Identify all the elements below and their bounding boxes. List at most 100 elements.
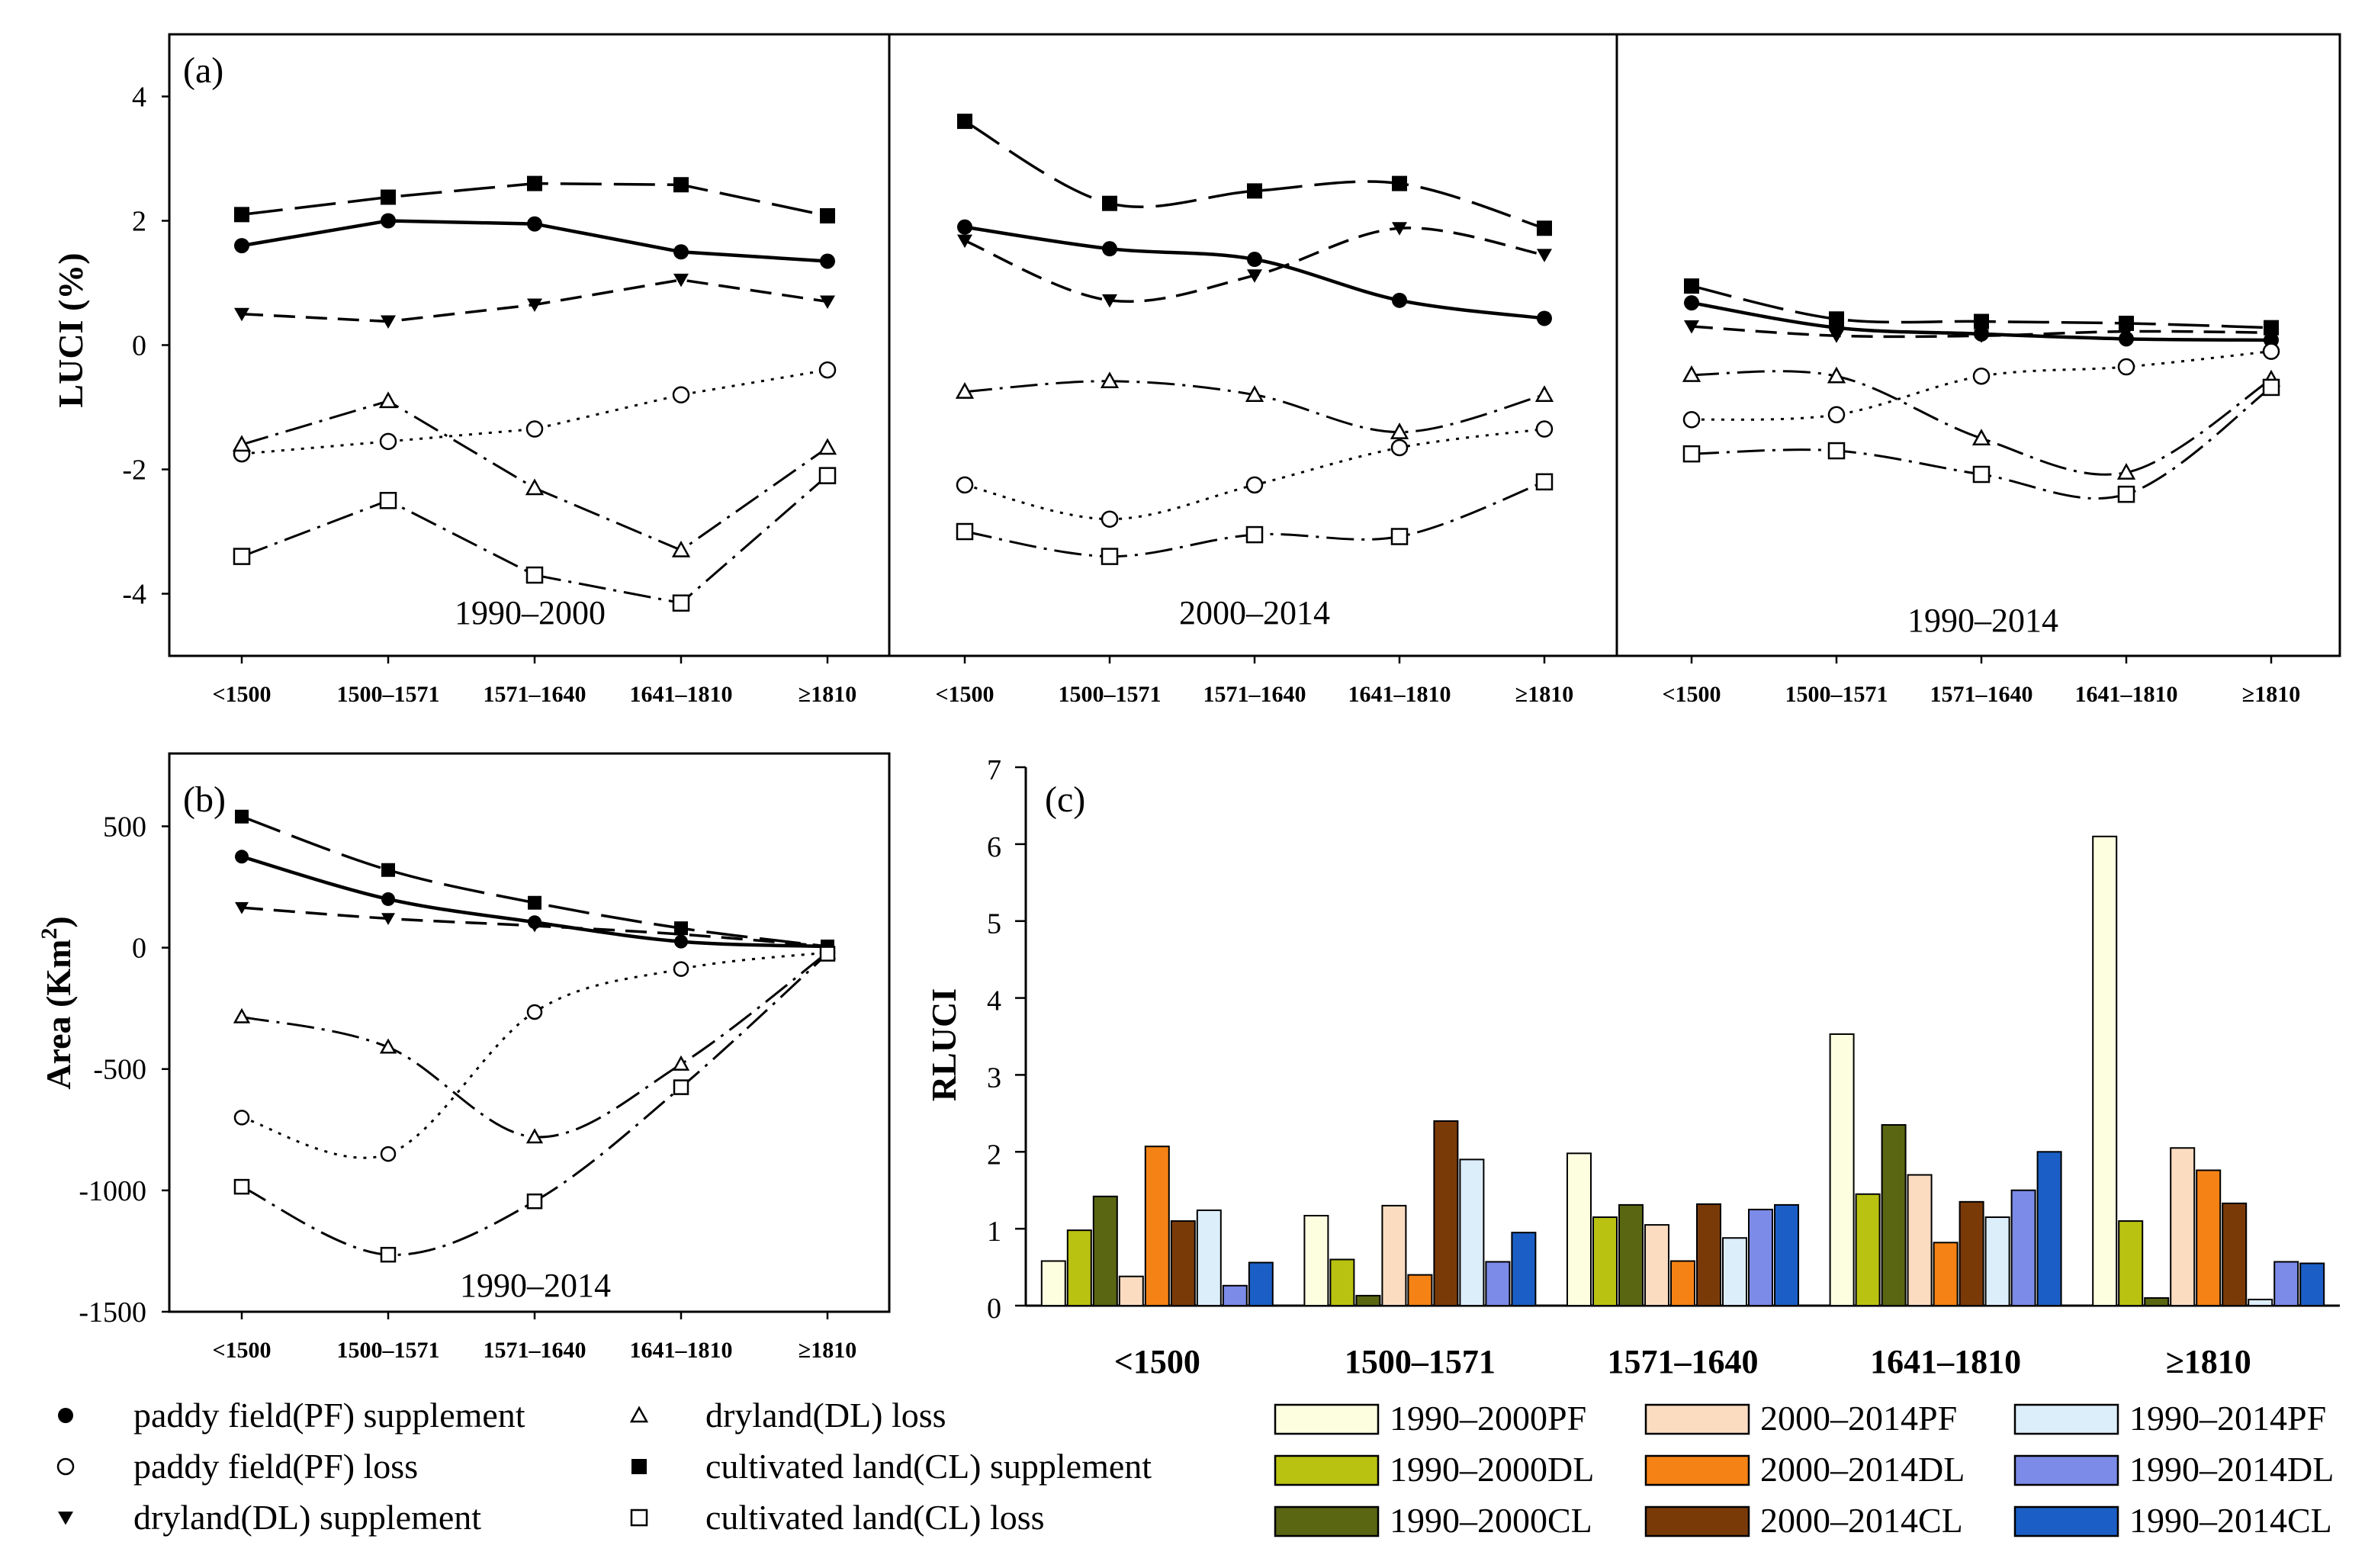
legend-label-dl-loss: dryland(DL) loss xyxy=(705,1396,946,1435)
data-point-a3-cultivated-land-cl-loss-0 xyxy=(1682,445,1701,463)
data-point-a3-cultivated-land-cl-supplement-2 xyxy=(1974,313,1989,329)
data-point-a1-cultivated-land-cl-supplement-2 xyxy=(527,175,542,191)
data-point-a1-paddy-field-pf-loss-3 xyxy=(672,386,690,403)
data-point-b-paddy-field-pf-loss-2 xyxy=(526,1004,543,1020)
data-point-a3-paddy-field-pf-loss-4 xyxy=(2262,342,2280,360)
x-tick-label-a2-3: 1641–1810 xyxy=(1348,682,1451,707)
data-point-a2-cultivated-land-cl-supplement-1 xyxy=(1102,195,1117,211)
data-point-b-paddy-field-pf-loss-0 xyxy=(233,1110,250,1126)
x-tick-label-a3-1: 1500–1571 xyxy=(1785,682,1888,707)
y-tick-label-c-0: 0 xyxy=(987,1293,1001,1325)
y-tick-label-b-1: 0 xyxy=(132,933,146,965)
data-point-a2-paddy-field-pf-supplement-3 xyxy=(1392,292,1407,308)
bar-1641-1810-1990-2000pf xyxy=(1829,1033,1855,1306)
bar-1810-2000-2014dl xyxy=(2196,1169,2222,1307)
legend-marker-dryland-dl-supplement xyxy=(58,1512,73,1525)
data-point-a3-paddy-field-pf-supplement-0 xyxy=(1684,295,1699,311)
y-tick-label-a-0: 4 xyxy=(132,82,146,114)
legend-label-pf-loss: paddy field(PF) loss xyxy=(133,1447,418,1486)
legend-swatch-1990-2014cl xyxy=(2013,1505,2119,1537)
data-point-a2-paddy-field-pf-supplement-0 xyxy=(957,219,972,235)
data-point-a2-paddy-field-pf-loss-2 xyxy=(1245,476,1264,494)
period-label-a3: 1990–2014 xyxy=(1907,602,2058,639)
bar-1641-1810-1990-2014dl xyxy=(2010,1189,2036,1306)
data-point-a2-cultivated-land-cl-supplement-4 xyxy=(1537,220,1552,236)
bar-1571-1640-1990-2014pf xyxy=(1722,1237,1747,1307)
data-point-b-dryland-dl-supplement-2 xyxy=(528,920,541,933)
x-tick-label-a1-2: 1571–1640 xyxy=(484,682,586,707)
x-tick-label-b-3: 1641–1810 xyxy=(630,1338,733,1363)
bar-1641-1810-1990-2000dl xyxy=(1855,1193,1881,1307)
y-tick-label-b-2: -500 xyxy=(93,1054,146,1086)
legend-label-cl-supplement: cultivated land(CL) supplement xyxy=(705,1447,1152,1486)
y-tick-label-b-3: -1000 xyxy=(79,1175,146,1207)
legend-swatch-2000-2014dl xyxy=(1644,1454,1750,1486)
bar-1641-1810-2000-2014pf xyxy=(1907,1174,1933,1306)
data-point-b-cultivated-land-cl-loss-4 xyxy=(819,946,836,962)
y-axis-label-b-unit: (Km xyxy=(39,940,78,1007)
data-point-a2-dryland-dl-loss-1 xyxy=(1100,371,1120,389)
data-point-b-dryland-dl-loss-3 xyxy=(672,1055,690,1071)
data-point-b-cultivated-land-cl-loss-2 xyxy=(526,1193,543,1210)
series-line-b-paddy-field-pf-loss xyxy=(241,951,828,1159)
x-tick-label-a3-2: 1571–1640 xyxy=(1930,682,2033,707)
legend-label-1990-2014pf: 1990–2014PF xyxy=(2129,1399,2326,1438)
bar-1500-1990-2014cl xyxy=(1248,1261,1274,1307)
data-point-a2-dryland-dl-supplement-4 xyxy=(1537,249,1552,262)
y-tick-label-b-4: -1500 xyxy=(79,1296,146,1329)
x-tick-label-a3-4: ≥1810 xyxy=(2242,682,2300,707)
y-tick-label-c-5: 5 xyxy=(987,908,1001,940)
data-point-a2-cultivated-land-cl-supplement-3 xyxy=(1392,175,1407,191)
data-point-a3-paddy-field-pf-loss-1 xyxy=(1827,406,1846,424)
bar-1500-1571-1990-2000cl xyxy=(1355,1294,1381,1306)
data-point-b-cultivated-land-cl-supplement-1 xyxy=(381,863,395,877)
y-tick-label-b-0: 500 xyxy=(103,811,146,843)
panel-a-frame xyxy=(168,33,2341,657)
data-point-a2-dryland-dl-supplement-0 xyxy=(957,234,972,249)
bar-1571-1640-2000-2014pf xyxy=(1644,1224,1669,1306)
x-tick-label-a1-3: 1641–1810 xyxy=(630,682,733,707)
data-point-a3-paddy-field-pf-loss-2 xyxy=(1972,368,1991,385)
data-point-a3-cultivated-land-cl-loss-3 xyxy=(2117,485,2135,503)
legend-label-dl-supplement: dryland(DL) supplement xyxy=(133,1498,481,1537)
data-point-a2-cultivated-land-cl-loss-4 xyxy=(1535,473,1554,491)
legend-label-2000-2014dl: 2000–2014DL xyxy=(1760,1450,1965,1489)
data-point-b-cultivated-land-cl-loss-3 xyxy=(673,1079,689,1095)
series-line-a2-paddy-field-pf-loss xyxy=(964,428,1545,521)
bar-1500-1571-1990-2014pf xyxy=(1459,1158,1485,1307)
bar-1810-1990-2000dl xyxy=(2118,1220,2144,1306)
bar-1500-2000-2014dl xyxy=(1144,1145,1170,1306)
legend-label-1990-2000dl: 1990–2000DL xyxy=(1390,1450,1594,1489)
legend-label-pf-supplement: paddy field(PF) supplement xyxy=(133,1396,525,1435)
legend-label-2000-2014pf: 2000–2014PF xyxy=(1760,1399,1957,1438)
data-point-b-cultivated-land-cl-supplement-2 xyxy=(528,895,541,910)
legend-label-1990-2014cl: 1990–2014CL xyxy=(2129,1501,2332,1540)
bar-1500-1990-2000dl xyxy=(1066,1229,1092,1307)
bar-1500-2000-2014pf xyxy=(1118,1275,1144,1307)
bar-1571-1640-1990-2000pf xyxy=(1566,1152,1592,1306)
bar-1571-1640-1990-2000cl xyxy=(1618,1203,1644,1307)
y-tick-label-c-6: 6 xyxy=(987,831,1001,863)
data-point-a2-dryland-dl-loss-0 xyxy=(955,382,975,399)
series-line-b-cultivated-land-cl-loss xyxy=(241,953,829,1256)
bar-1571-1640-2000-2014dl xyxy=(1670,1260,1695,1306)
bar-1500-1571-2000-2014pf xyxy=(1381,1204,1407,1307)
data-point-a1-cultivated-land-cl-supplement-0 xyxy=(234,207,249,223)
data-point-a3-dryland-dl-loss-0 xyxy=(1682,365,1701,382)
data-point-b-cultivated-land-cl-supplement-0 xyxy=(235,809,249,824)
y-axis-label-b: Area (Km2) xyxy=(37,916,78,1089)
data-point-a1-dryland-dl-supplement-0 xyxy=(234,307,249,322)
data-point-a2-paddy-field-pf-supplement-1 xyxy=(1102,241,1117,257)
data-point-a2-paddy-field-pf-loss-4 xyxy=(1535,420,1554,438)
data-point-a3-cultivated-land-cl-supplement-1 xyxy=(1829,311,1844,327)
data-point-b-dryland-dl-supplement-0 xyxy=(235,901,249,914)
bar-1810-1990-2014cl xyxy=(2299,1262,2325,1306)
data-point-a2-dryland-dl-supplement-1 xyxy=(1102,294,1117,308)
data-point-a3-cultivated-land-cl-loss-2 xyxy=(1972,465,1991,484)
y-tick-label-c-4: 4 xyxy=(987,985,1001,1017)
legend-swatch-1990-2000dl xyxy=(1274,1454,1380,1486)
figure-text: (a) (b) (c) 1990–2000 2000–2014 1990–201… xyxy=(37,50,2334,1540)
data-point-a2-cultivated-land-cl-loss-3 xyxy=(1390,528,1409,545)
data-point-a1-paddy-field-pf-loss-2 xyxy=(525,420,544,438)
